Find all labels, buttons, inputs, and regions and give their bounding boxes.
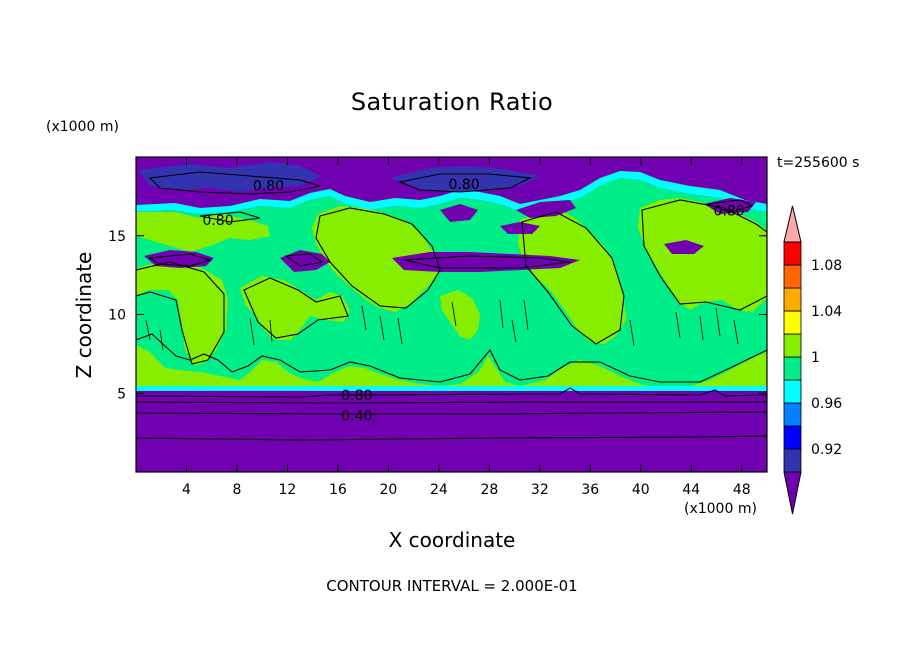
x-tick-label: 4 (182, 482, 191, 498)
colorbar-tick-label: 1.04 (811, 304, 842, 320)
contour-field (136, 157, 767, 472)
upper-blob (138, 162, 322, 192)
lime-patch (136, 345, 767, 391)
contour-line (641, 199, 767, 311)
contour-label: 0.80 (341, 388, 372, 404)
x-tick-label: 16 (329, 482, 347, 498)
colorbar-band (783, 425, 802, 450)
contour-line (136, 261, 225, 365)
x-tick-label: 8 (232, 482, 241, 498)
upper-blob (390, 166, 540, 192)
x-tick-label: 40 (632, 482, 650, 498)
lower-layer (136, 391, 767, 472)
contour-interval-note: CONTOUR INTERVAL = 2.000E-01 (326, 577, 578, 595)
contour-line (136, 387, 767, 398)
contour-line (243, 277, 349, 339)
lime-patch (638, 198, 767, 312)
contour-line (199, 211, 261, 223)
colorbar-band (783, 333, 802, 358)
colorbar-tick-label: 1 (811, 350, 820, 366)
x-tick-label: 28 (480, 482, 498, 498)
colorbar-band (783, 310, 802, 335)
dry-intrusion (500, 222, 540, 234)
y-tick-label: 5 (117, 386, 126, 402)
y-unit-label: (x1000 m) (46, 119, 119, 135)
x-tick-label: 24 (430, 482, 448, 498)
contour-line (403, 255, 571, 269)
x-tick-label: 48 (733, 482, 751, 498)
contour-lines (136, 171, 767, 441)
y-tick-label: 15 (108, 229, 126, 245)
contour-label: 0.80 (253, 178, 284, 194)
dry-intrusion (664, 240, 704, 254)
colorbar-band (783, 264, 802, 289)
contour-line (145, 299, 739, 351)
x-tick-label: 32 (531, 482, 549, 498)
lime-patch (312, 206, 440, 312)
contour-line (315, 207, 441, 309)
colorbar-tick-label: 0.92 (811, 442, 842, 458)
y-ticks: 5 10 15 (108, 229, 767, 402)
colorbar-upper-extension (783, 205, 802, 243)
colorbar-band (783, 379, 802, 404)
contour-label: 0.80 (714, 204, 745, 220)
x-axis-label: X coordinate (388, 528, 516, 552)
x-unit-label: (x1000 m) (684, 501, 757, 517)
contour-line (398, 173, 532, 193)
dry-intrusion (440, 204, 478, 222)
colorbar-lower-extension (783, 471, 802, 515)
dry-intrusion (516, 200, 576, 218)
contour-line (707, 199, 754, 213)
contour-line (136, 333, 767, 383)
contour-label: 0.80 (202, 213, 233, 229)
contour-line (136, 411, 767, 415)
colorbar-band (783, 402, 802, 427)
contour-labels: 0.80 0.40 0.80 0.80 0.80 0.80 (202, 177, 744, 425)
colorbar-band (783, 287, 802, 312)
contour-line (148, 171, 321, 195)
colorbar-tick-label: 0.96 (811, 396, 842, 412)
colorbar-band (783, 448, 802, 473)
lime-patch (136, 212, 270, 252)
x-tick-label: 12 (279, 482, 297, 498)
time-label: t=255600 s (777, 155, 860, 171)
colorbar-tick-label: 1.08 (811, 258, 842, 274)
y-tick-label: 10 (108, 308, 126, 324)
contour-line (284, 253, 324, 267)
contour-line (136, 401, 767, 404)
x-ticks: 4 8 12 16 20 24 28 32 36 40 44 48 (182, 157, 751, 498)
colorbar-band (783, 241, 802, 266)
x-tick-label: 36 (581, 482, 599, 498)
contour-line (148, 253, 212, 267)
contour-label: 0.80 (449, 177, 480, 193)
lime-patch (240, 276, 350, 340)
chart-title: Saturation Ratio (350, 88, 554, 116)
contour-line (521, 211, 625, 345)
colorbar: 0.92 0.96 1 1.04 1.08 (783, 205, 842, 515)
convective-streaks (145, 299, 739, 351)
cyan-band (136, 171, 767, 214)
contour-line (136, 435, 767, 441)
lime-patch (136, 262, 228, 366)
x-tick-label: 44 (682, 482, 700, 498)
x-tick-label: 20 (379, 482, 397, 498)
contour-label: 0.40 (341, 408, 372, 424)
lime-patch (440, 290, 480, 340)
colorbar-band (783, 356, 802, 381)
cyan-band (136, 386, 767, 392)
